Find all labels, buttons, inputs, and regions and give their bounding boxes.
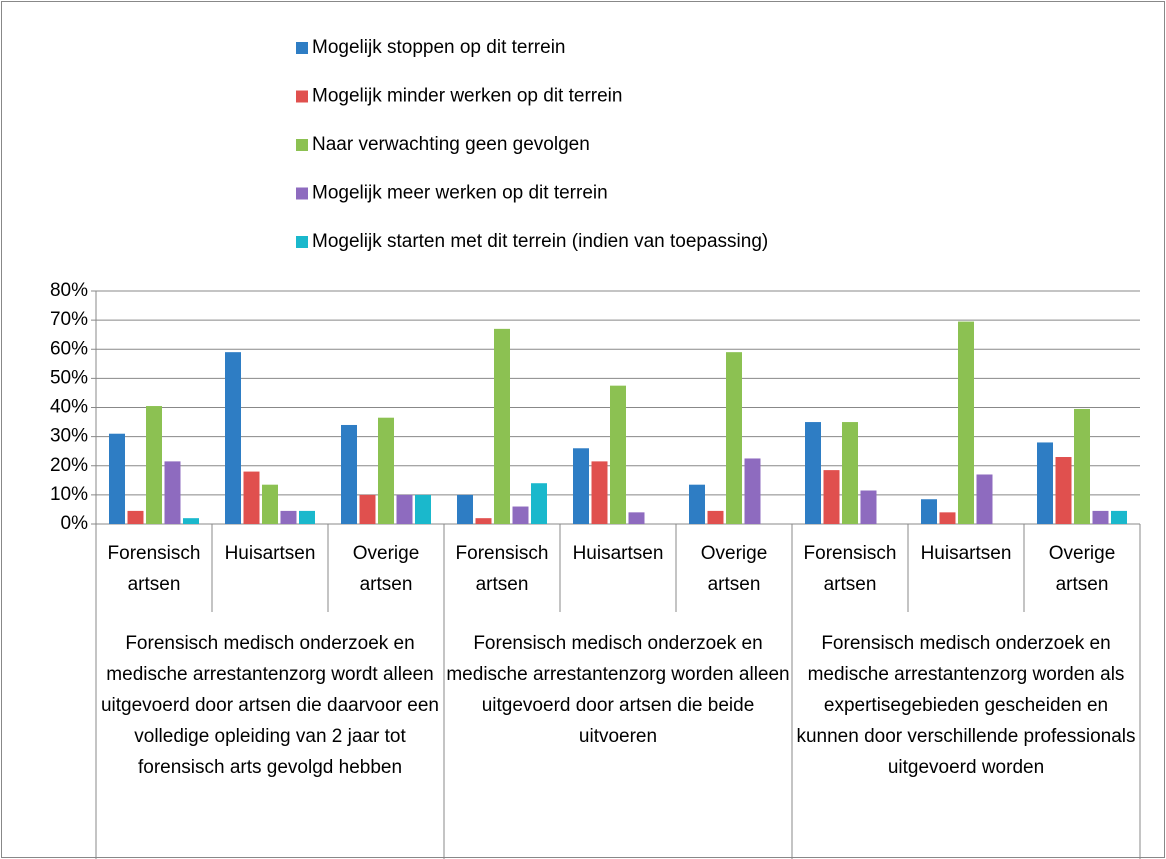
bar <box>591 461 608 524</box>
legend-swatch <box>296 139 308 151</box>
x-tick-label: Forensisch artsen <box>803 543 897 595</box>
x-tick-label: Overige artsen <box>1048 543 1116 595</box>
bar <box>939 512 956 524</box>
legend-swatch <box>296 236 308 248</box>
bar <box>127 510 144 524</box>
bar <box>457 494 473 524</box>
legend-label: Mogelijk stoppen op dit terrein <box>312 37 565 58</box>
bar <box>1037 442 1053 524</box>
bar <box>225 352 241 524</box>
bar <box>726 352 742 524</box>
bar <box>610 385 626 524</box>
x-tick-label: Overige artsen <box>700 543 768 595</box>
bar <box>243 471 260 524</box>
legend-swatch <box>296 187 308 200</box>
bar <box>378 417 394 524</box>
bar <box>823 470 840 524</box>
y-tick-label: 50% <box>50 367 88 388</box>
bar <box>475 518 492 524</box>
bar <box>921 499 937 524</box>
legend-label: Mogelijk meer werken op dit terrein <box>312 183 608 204</box>
bar <box>1055 457 1072 524</box>
bar <box>396 494 413 524</box>
bar <box>689 484 705 524</box>
bar <box>628 512 645 524</box>
legend-label: Mogelijk starten met dit terrein (indien… <box>312 231 768 252</box>
bar <box>842 422 858 524</box>
bar <box>707 510 724 524</box>
y-tick-label: 60% <box>50 338 88 359</box>
bar <box>415 494 431 524</box>
bar <box>359 494 376 524</box>
legend-label: Naar verwachting geen gevolgen <box>312 134 590 155</box>
legend-swatch <box>296 90 308 103</box>
bar <box>573 448 589 524</box>
y-tick-label: 30% <box>50 426 88 447</box>
bar <box>512 506 529 524</box>
group-label: Forensisch medisch onderzoek en medische… <box>796 633 1136 778</box>
y-tick-label: 80% <box>50 280 88 301</box>
bar <box>860 490 877 524</box>
bar <box>1074 408 1090 524</box>
bar <box>262 484 278 524</box>
bar <box>744 458 761 524</box>
x-tick-label: Forensisch artsen <box>107 543 201 595</box>
bar <box>183 518 199 524</box>
y-tick-label: 0% <box>61 513 89 534</box>
x-tick-label: Huisartsen <box>572 543 664 564</box>
group-label: Forensisch medisch onderzoek en medische… <box>100 633 439 778</box>
bar <box>299 510 315 524</box>
group-label: Forensisch medisch onderzoek en medische… <box>446 633 790 747</box>
y-tick-label: 40% <box>50 397 88 418</box>
x-tick-label: Huisartsen <box>224 543 316 564</box>
legend-swatch <box>296 42 308 54</box>
bar <box>1092 510 1109 524</box>
bar <box>109 433 125 524</box>
bar <box>805 422 821 524</box>
legend-label: Mogelijk minder werken op dit terrein <box>312 86 622 107</box>
bar <box>976 474 993 524</box>
bar <box>958 321 974 524</box>
bar <box>341 424 357 524</box>
bar <box>531 483 547 524</box>
bar <box>494 328 510 524</box>
bar <box>164 461 181 524</box>
bar <box>280 510 297 524</box>
bar <box>1111 510 1127 524</box>
x-tick-label: Overige artsen <box>352 543 420 595</box>
y-tick-label: 20% <box>50 455 88 476</box>
y-tick-label: 70% <box>50 309 88 330</box>
y-tick-label: 10% <box>50 484 88 505</box>
x-tick-label: Forensisch artsen <box>455 543 549 595</box>
bar <box>146 406 162 524</box>
x-tick-label: Huisartsen <box>920 543 1012 564</box>
